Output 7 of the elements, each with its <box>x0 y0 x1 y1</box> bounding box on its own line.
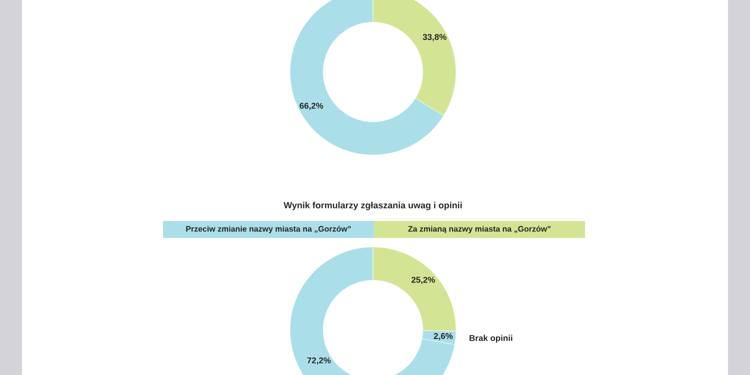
chart-title: Wynik formularzy zgłaszania uwag i opinii <box>284 202 462 210</box>
data-label: 25,2% <box>412 276 435 284</box>
slice-label: Brak opinii <box>470 334 512 343</box>
data-label: 33,8% <box>422 34 446 42</box>
data-label: 72,2% <box>307 357 331 365</box>
data-label: 2,6% <box>434 333 453 340</box>
data-label: 66,2% <box>300 102 324 110</box>
